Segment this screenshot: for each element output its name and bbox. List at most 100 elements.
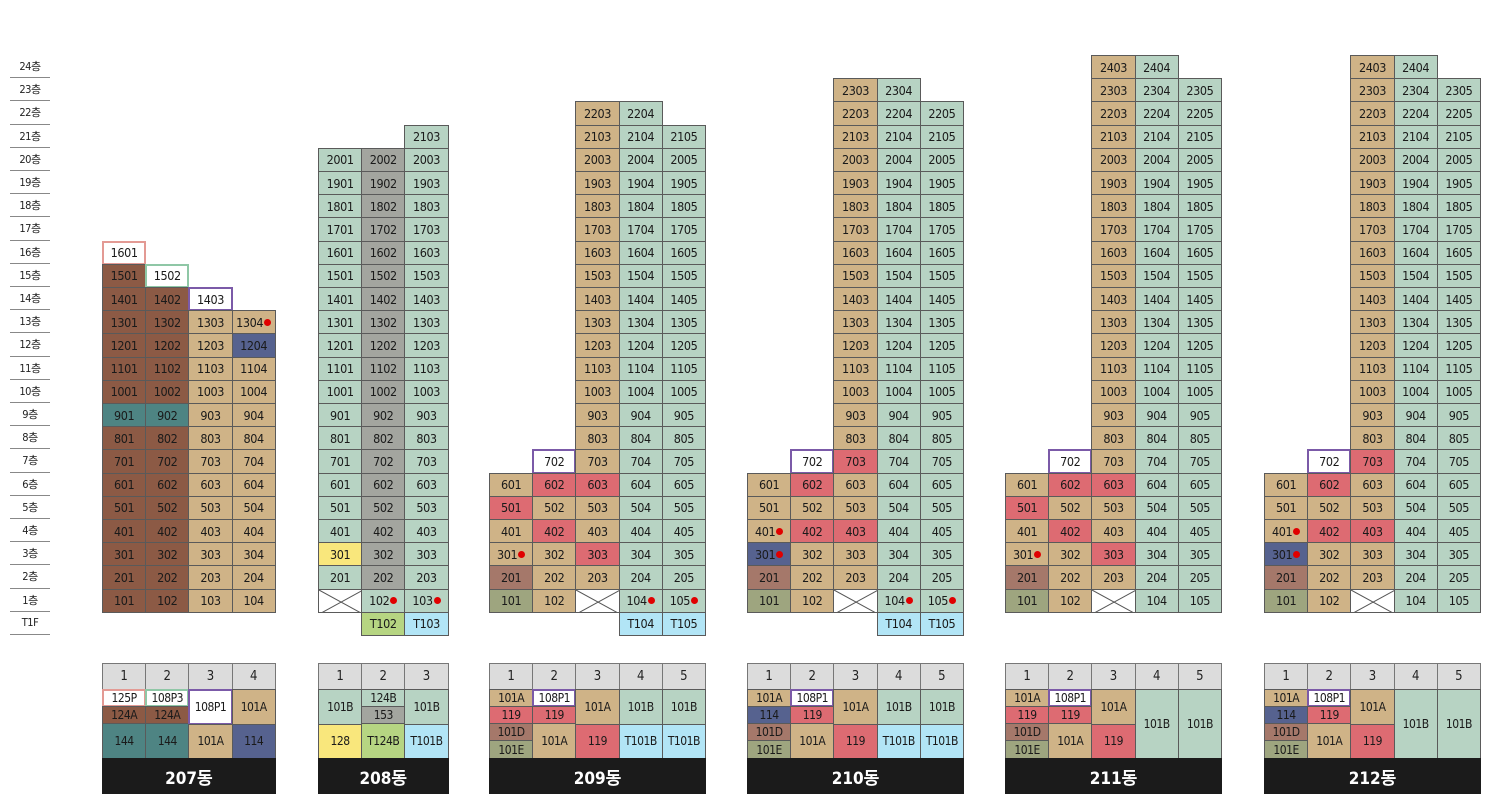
unit-number: 805 bbox=[1189, 430, 1211, 446]
unit-cell: 1203 bbox=[188, 333, 233, 358]
unit-cell: 2004 bbox=[618, 147, 663, 172]
line-type-cell: 119 bbox=[1091, 723, 1136, 759]
line-type-cell: 108P1 bbox=[1307, 689, 1352, 707]
unit-cell: 603 bbox=[833, 472, 878, 497]
unit-cell: 1403 bbox=[833, 287, 878, 312]
unit-cell: 404 bbox=[876, 519, 921, 544]
unit-number: 502 bbox=[1060, 500, 1081, 516]
unit-cell: 803 bbox=[833, 426, 878, 451]
line-number-header: 4 bbox=[618, 663, 663, 690]
red-dot-icon bbox=[390, 597, 398, 605]
unit-cell: 704 bbox=[618, 449, 663, 474]
unit-cell: 904 bbox=[1134, 403, 1179, 428]
unit-cell: 905 bbox=[1177, 403, 1222, 428]
unit-cell: 1603 bbox=[575, 240, 620, 265]
unit-cell: 2005 bbox=[1436, 147, 1481, 172]
line-type-cell: 119 bbox=[790, 706, 835, 724]
line-type-cell: 119 bbox=[1350, 723, 1395, 759]
unit-number: 901 bbox=[113, 407, 135, 423]
unit-cell: 804 bbox=[231, 426, 276, 451]
unit-cell: 103 bbox=[188, 588, 233, 613]
unit-cell: 501 bbox=[1264, 495, 1309, 520]
unit-number: 1703 bbox=[1099, 221, 1127, 237]
unit-cell: 2103 bbox=[575, 124, 620, 149]
line-number-header: 3 bbox=[1091, 663, 1136, 690]
unit-cell: 1703 bbox=[1091, 217, 1136, 242]
unit-number: 302 bbox=[544, 546, 565, 562]
floor-label: T1F bbox=[10, 612, 50, 635]
line-type-cell: 101B bbox=[1134, 689, 1179, 759]
unit-cell: 1003 bbox=[404, 379, 449, 404]
unit-number: 503 bbox=[845, 500, 866, 516]
unit-number: 1403 bbox=[1099, 291, 1127, 307]
unit-number: 1404 bbox=[885, 291, 913, 307]
unit-number: 101 bbox=[500, 593, 522, 609]
unit-number: 704 bbox=[1146, 453, 1168, 469]
unit-cell: 1903 bbox=[1091, 171, 1136, 196]
unit-cell: 1004 bbox=[231, 379, 276, 404]
unit-number: 2303 bbox=[1099, 82, 1127, 98]
unit-number: 403 bbox=[416, 523, 437, 539]
unit-cell: 1301 bbox=[102, 310, 147, 335]
unit-cell: 1004 bbox=[1393, 379, 1438, 404]
unit-cell: 201 bbox=[318, 565, 363, 590]
unit-number: 1804 bbox=[1143, 198, 1171, 214]
unit-number: 1003 bbox=[583, 384, 611, 400]
unit-number: 1105 bbox=[1445, 361, 1473, 377]
unit-cell: 2104 bbox=[876, 124, 921, 149]
unit-cell: 601 bbox=[1264, 472, 1309, 497]
unit-number: 401 bbox=[113, 523, 135, 539]
line-number-header: 2 bbox=[145, 663, 190, 690]
unit-cell: 402 bbox=[1048, 519, 1093, 544]
unit-cell: 202 bbox=[361, 565, 406, 590]
unit-number: 802 bbox=[157, 430, 178, 446]
unit-number: 1304 bbox=[627, 314, 655, 330]
unit-cell: 203 bbox=[404, 565, 449, 590]
unit-cell: 801 bbox=[102, 426, 147, 451]
unit-cell: 302 bbox=[1307, 542, 1352, 567]
unit-number: 1001 bbox=[110, 384, 138, 400]
unit-cell: 2404 bbox=[1134, 55, 1179, 80]
unit-number: 203 bbox=[1103, 569, 1124, 585]
unit-cell: 401 bbox=[1264, 519, 1309, 544]
unit-cell: 104 bbox=[1393, 588, 1438, 613]
unit-cell: 903 bbox=[188, 403, 233, 428]
unit-cell: 1501 bbox=[102, 263, 147, 288]
unit-number: 1604 bbox=[1143, 245, 1171, 261]
unit-cell: 1605 bbox=[919, 240, 964, 265]
unit-cell: 1803 bbox=[575, 194, 620, 219]
floor-label: 4층 bbox=[10, 519, 50, 543]
unit-cell: 303 bbox=[404, 542, 449, 567]
unit-number: 104 bbox=[243, 593, 265, 609]
unit-cell: 202 bbox=[145, 565, 190, 590]
unit-number: T103 bbox=[413, 616, 440, 632]
unit-number: 1104 bbox=[1402, 361, 1430, 377]
unit-number: 104 bbox=[1146, 593, 1168, 609]
unit-number: 605 bbox=[673, 477, 695, 493]
line-number-header: 3 bbox=[1350, 663, 1395, 690]
building-name-bar: 211동 bbox=[1005, 758, 1222, 794]
unit-number: 202 bbox=[544, 569, 565, 585]
unit-cell: 1702 bbox=[361, 217, 406, 242]
unit-number: 403 bbox=[845, 523, 866, 539]
unit-number: 1705 bbox=[1445, 221, 1473, 237]
unit-number: 504 bbox=[243, 500, 265, 516]
unit-number: 1603 bbox=[1358, 245, 1386, 261]
unit-number: 2104 bbox=[1143, 129, 1171, 145]
unit-cell: 1203 bbox=[1091, 333, 1136, 358]
unit-cell: 1602 bbox=[361, 240, 406, 265]
unit-cell: 1605 bbox=[661, 240, 706, 265]
line-number-header: 1 bbox=[747, 663, 792, 690]
unit-number: 301 bbox=[754, 546, 776, 562]
unit-cell: T105 bbox=[661, 611, 706, 636]
unit-cell: 1203 bbox=[1350, 333, 1395, 358]
unit-number: 403 bbox=[1362, 523, 1383, 539]
unit-cell: 805 bbox=[919, 426, 964, 451]
unit-cell: 303 bbox=[188, 542, 233, 567]
unit-number: 102 bbox=[157, 593, 178, 609]
unit-cell: 1504 bbox=[618, 263, 663, 288]
unit-cell: 501 bbox=[1005, 495, 1050, 520]
unit-cell: 1005 bbox=[1177, 379, 1222, 404]
unit-cell: 1704 bbox=[1393, 217, 1438, 242]
floor-label: 11층 bbox=[10, 357, 50, 380]
